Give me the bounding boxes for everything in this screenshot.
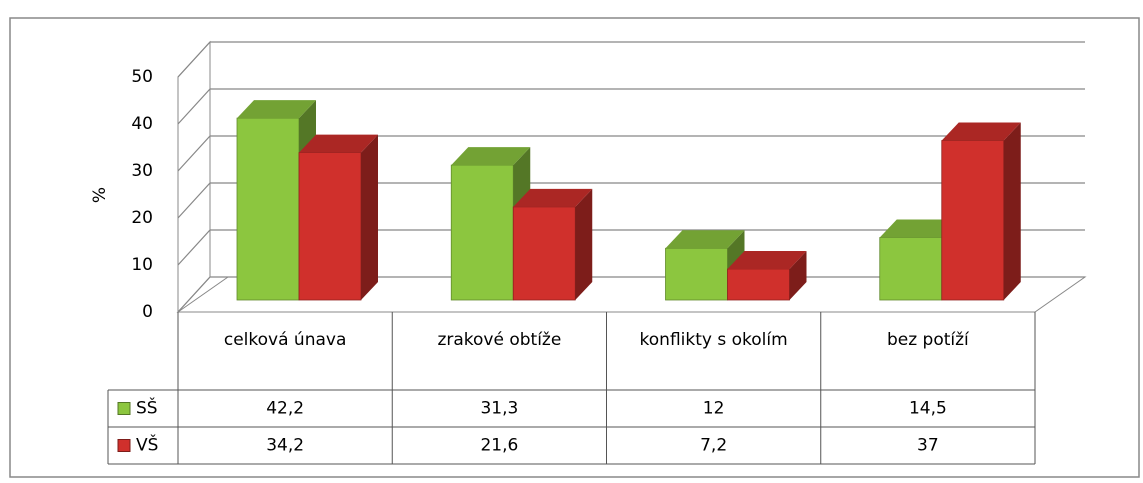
table-value: 7,2 (700, 436, 727, 456)
bar-side (1003, 122, 1021, 300)
bar-top (513, 188, 593, 207)
bar-top (451, 147, 531, 166)
back-wall (177, 40, 211, 314)
grid-line (177, 229, 1085, 266)
table-value: 34,2 (266, 436, 304, 456)
y-tick-label: 20 (131, 208, 153, 228)
bar (879, 237, 943, 301)
y-tick-label: 50 (131, 67, 153, 87)
bar (512, 206, 576, 301)
bar-top (237, 100, 316, 119)
legend-label: VŠ (136, 434, 158, 456)
legend-label: SŠ (136, 397, 158, 419)
table-value: 12 (703, 399, 725, 419)
table-value: 37 (917, 436, 939, 456)
legend-swatch (117, 439, 131, 452)
bar (450, 164, 514, 301)
bar-top (665, 230, 745, 249)
grid-line (177, 135, 1085, 172)
table-value: 14,5 (909, 399, 947, 419)
table-value: 42,2 (266, 399, 304, 419)
bar-side (575, 188, 593, 300)
bar-top (727, 250, 807, 269)
grid-line (177, 182, 1085, 219)
y-axis-label: % (90, 187, 110, 203)
bar-top (299, 134, 378, 153)
category-label: bez potíží (887, 330, 970, 350)
category-label: zrakové obtíže (437, 330, 561, 350)
y-tick-label: 40 (131, 114, 153, 134)
grid-line (177, 41, 1085, 78)
bar (298, 152, 362, 301)
bar-side (361, 134, 378, 300)
table-value: 21,6 (480, 436, 518, 456)
legend-swatch (117, 402, 131, 415)
bar-side (789, 250, 807, 300)
bar (236, 117, 300, 301)
grid-line (177, 88, 1085, 125)
category-label: celková únava (224, 330, 347, 350)
y-tick-label: 0 (142, 302, 153, 322)
bar (665, 247, 728, 301)
bar (941, 140, 1005, 301)
y-tick-label: 30 (131, 161, 153, 181)
category-label: konflikty s okolím (640, 330, 788, 350)
bar-top (941, 122, 1021, 141)
table-value: 31,3 (480, 399, 518, 419)
y-tick-label: 10 (131, 255, 153, 275)
bar-top (879, 219, 959, 238)
bar (727, 268, 790, 301)
